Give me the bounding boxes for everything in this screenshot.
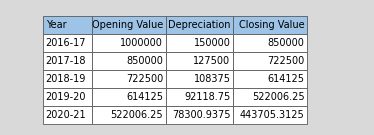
Bar	[166, 106, 233, 124]
Bar	[43, 70, 92, 88]
Text: 614125: 614125	[126, 92, 163, 102]
Text: 92118.75: 92118.75	[184, 92, 230, 102]
Text: Opening Value: Opening Value	[92, 20, 163, 30]
Bar	[43, 52, 92, 70]
Bar	[92, 16, 166, 34]
Bar	[233, 106, 307, 124]
Bar	[233, 88, 307, 106]
Bar	[166, 34, 233, 52]
Text: 1000000: 1000000	[120, 38, 163, 48]
Bar	[233, 34, 307, 52]
Text: 78300.9375: 78300.9375	[172, 110, 230, 120]
Bar	[92, 34, 166, 52]
Bar	[43, 106, 92, 124]
Bar	[166, 70, 233, 88]
Text: Depreciation: Depreciation	[168, 20, 230, 30]
Bar	[92, 106, 166, 124]
Text: 722500: 722500	[267, 56, 304, 66]
Bar	[233, 52, 307, 70]
Bar	[233, 70, 307, 88]
Text: 722500: 722500	[126, 74, 163, 84]
Bar	[43, 34, 92, 52]
Bar	[92, 70, 166, 88]
Text: 108375: 108375	[194, 74, 230, 84]
Text: 2018-19: 2018-19	[46, 74, 86, 84]
Text: 2019-20: 2019-20	[46, 92, 86, 102]
Bar	[166, 16, 233, 34]
Text: 850000: 850000	[126, 56, 163, 66]
Bar	[43, 88, 92, 106]
Text: 614125: 614125	[267, 74, 304, 84]
Text: 522006.25: 522006.25	[252, 92, 304, 102]
Bar	[92, 88, 166, 106]
Text: Year: Year	[46, 20, 66, 30]
Text: 443705.3125: 443705.3125	[240, 110, 304, 120]
Text: 150000: 150000	[194, 38, 230, 48]
Text: 127500: 127500	[193, 56, 230, 66]
Bar	[166, 88, 233, 106]
Text: 2016-17: 2016-17	[46, 38, 86, 48]
Bar	[92, 52, 166, 70]
Text: Closing Value: Closing Value	[239, 20, 304, 30]
Bar	[233, 16, 307, 34]
Text: 2020-21: 2020-21	[46, 110, 86, 120]
Text: 522006.25: 522006.25	[110, 110, 163, 120]
Text: 2017-18: 2017-18	[46, 56, 86, 66]
Text: 850000: 850000	[267, 38, 304, 48]
Bar	[166, 52, 233, 70]
Bar	[43, 16, 92, 34]
